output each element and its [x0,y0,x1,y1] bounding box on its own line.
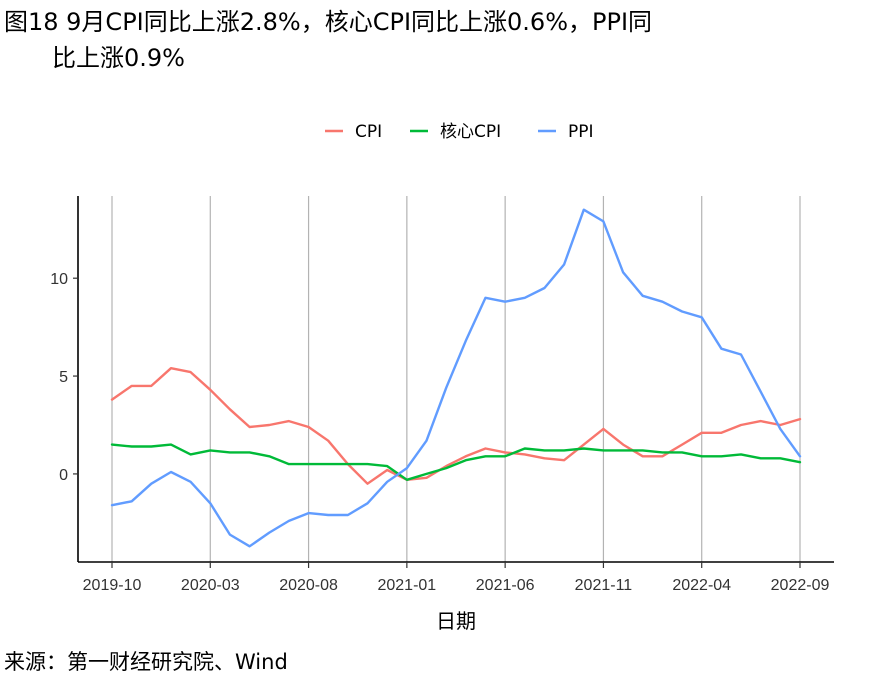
legend-label-0: CPI [355,122,382,142]
x-tick-label-3: 2021-01 [377,577,436,594]
legend-item-2: PPI [538,122,594,142]
legend-label-2: PPI [568,122,594,142]
chart-title-line2: 比上涨0.9% [52,44,185,72]
vertical-gridlines [111,196,801,562]
x-tick-label-1: 2020-03 [181,577,240,594]
legend: CPI 核心CPI PPI [325,122,594,142]
legend-label-1: 核心CPI [440,122,501,142]
chart-title-line1: 图18 9月CPI同比上涨2.8%，核心CPI同比上涨0.6%，PPI同 [4,8,653,36]
x-tick-label-6: 2022-04 [672,577,731,594]
series-line-1 [110,443,802,481]
legend-item-0: CPI [325,122,382,142]
y-tick-label-10: 10 [50,271,68,288]
x-tick-label-0: 2019-10 [83,577,142,594]
source-note: 来源：第一财经研究院、Wind [4,650,288,674]
legend-item-1: 核心CPI [410,122,501,142]
chart-title: 图18 9月CPI同比上涨2.8%，核心CPI同比上涨0.6%，PPI同 比上涨… [4,4,864,76]
y-tick-label-5: 5 [59,369,68,386]
line-chart: CPI 核心CPI PPI 0 5 10 2019-10 2020-03 2020-08 202… [50,122,834,633]
series-lines [110,208,802,548]
x-tick-label-7: 2022-09 [771,577,830,594]
x-axis-title: 日期 [436,609,476,633]
x-tick-label-5: 2021-11 [575,577,633,594]
x-tick-label-4: 2021-06 [476,577,535,594]
y-tick-label-0: 0 [59,467,68,484]
x-tick-label-2: 2020-08 [279,577,338,594]
series-line-2 [110,208,802,548]
series-line-0 [110,367,802,485]
axes: 0 5 10 2019-10 2020-03 2020-08 2021-01 2021-06 2… [50,196,834,594]
